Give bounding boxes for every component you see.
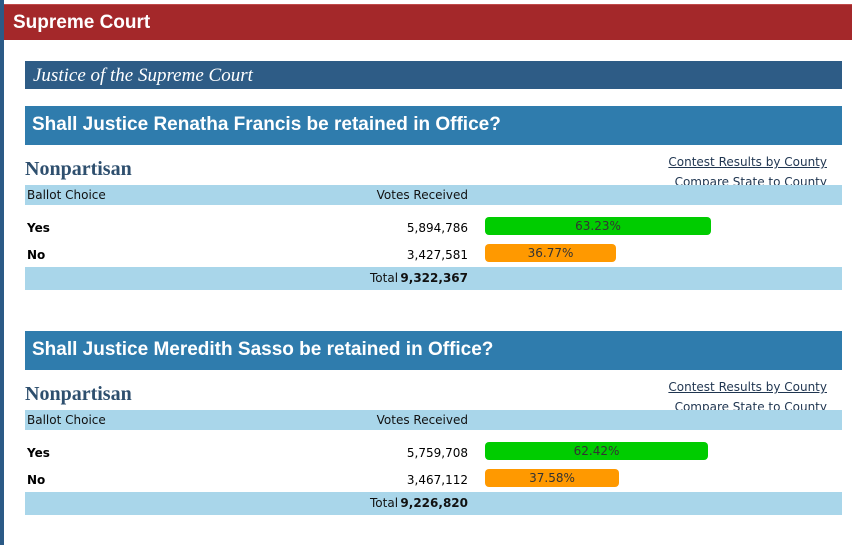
contest-results-by-county-link[interactable]: Contest Results by County [668, 380, 827, 394]
percent-label: 37.58% [529, 471, 575, 485]
total-value: 9,226,820 [400, 496, 468, 510]
ballot-choice-header: Ballot Choice [27, 188, 106, 202]
votes-received-header: Votes Received [376, 413, 468, 427]
table-row: Yes 5,894,786 63.23% [25, 215, 842, 241]
table-row: Yes 5,759,708 62.42% [25, 440, 842, 466]
ballot-choice-header: Ballot Choice [27, 413, 106, 427]
table-header: Ballot Choice Votes Received [25, 185, 842, 205]
percent-bar: 36.77% [485, 244, 616, 262]
percent-label: 62.42% [573, 444, 620, 458]
table-row: No 3,427,581 36.77% [25, 242, 842, 268]
votes-value: 5,894,786 [406, 221, 468, 235]
votes-received-header: Votes Received [376, 188, 468, 202]
total-row: Total 9,226,820 [25, 492, 842, 515]
total-value: 9,322,367 [400, 271, 468, 285]
votes-value: 3,467,112 [406, 473, 468, 487]
choice-label: No [27, 248, 46, 262]
office-bar: Justice of the Supreme Court [25, 61, 842, 89]
total-label: Total [370, 271, 399, 285]
question-bar: Shall Justice Meredith Sasso be retained… [25, 331, 842, 370]
table-row: No 3,467,112 37.58% [25, 467, 842, 493]
party-label: Nonpartisan [25, 383, 132, 405]
percent-bar: 37.58% [485, 469, 619, 487]
choice-label: No [27, 473, 46, 487]
page-title: Supreme Court [13, 12, 151, 33]
choice-label: Yes [27, 446, 50, 460]
question-bar: Shall Justice Renatha Francis be retaine… [25, 106, 842, 145]
votes-value: 3,427,581 [406, 248, 468, 262]
percent-bar: 63.23% [485, 217, 711, 235]
contest-results-by-county-link[interactable]: Contest Results by County [668, 155, 827, 169]
choice-label: Yes [27, 221, 50, 235]
party-label: Nonpartisan [25, 158, 132, 180]
percent-bar: 62.42% [485, 442, 708, 460]
percent-label: 36.77% [527, 246, 574, 260]
percent-label: 63.23% [575, 219, 621, 233]
question-text: Shall Justice Renatha Francis be retaine… [32, 114, 501, 135]
question-text: Shall Justice Meredith Sasso be retained… [32, 339, 494, 360]
office-title: Justice of the Supreme Court [33, 65, 253, 86]
votes-value: 5,759,708 [406, 446, 468, 460]
table-header: Ballot Choice Votes Received [25, 410, 842, 430]
total-row: Total 9,322,367 [25, 267, 842, 290]
header-bar: Supreme Court [4, 4, 852, 40]
total-label: Total [370, 496, 399, 510]
